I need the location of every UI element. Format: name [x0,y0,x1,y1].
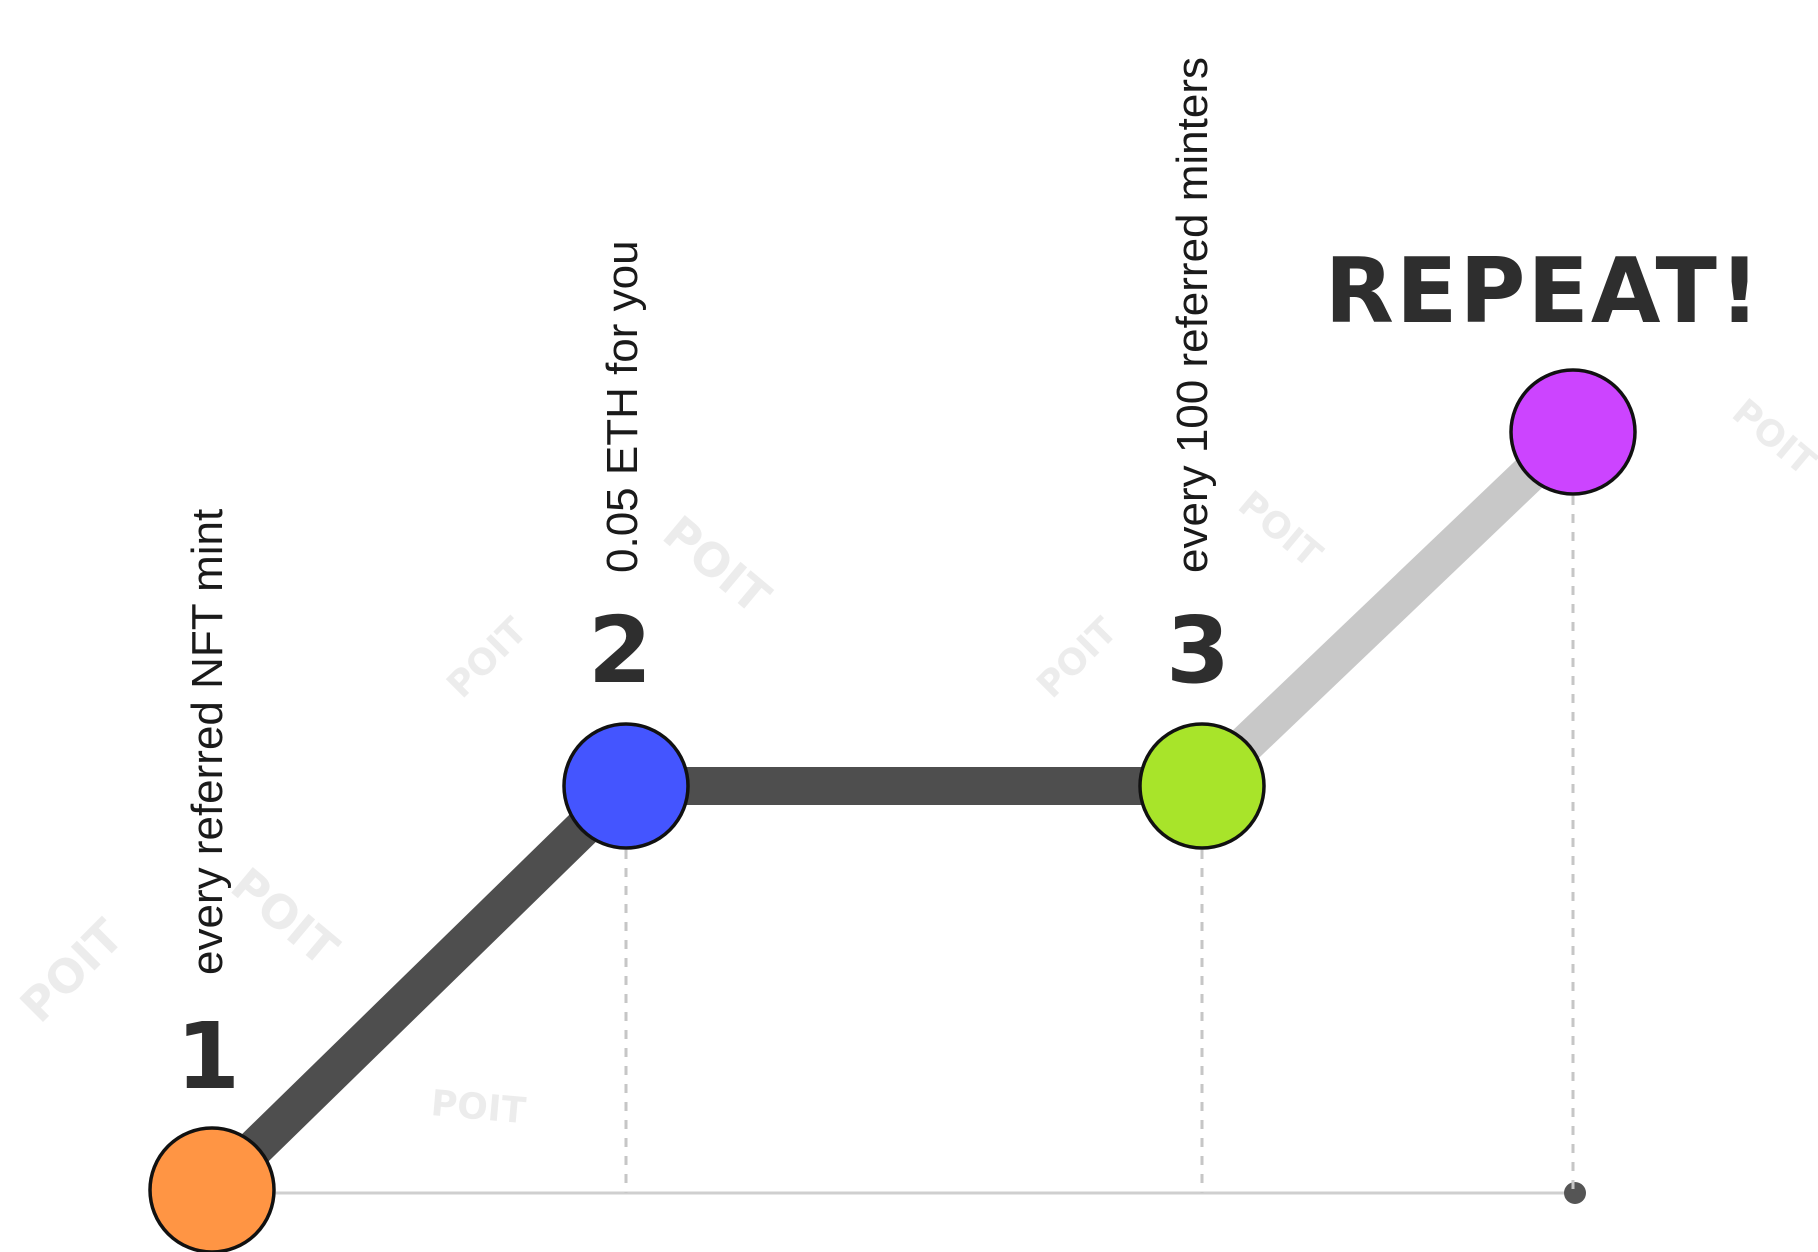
watermark: POIT [1724,391,1818,484]
step-2-caption: 0.05 ETH for you [598,240,647,573]
step-3-node [1138,722,1266,850]
step-1-caption: every referred NFT mint [183,509,232,975]
watermark: POIT [1029,610,1125,706]
step-3-number: 3 [1166,597,1230,704]
step-3-caption: every 100 referred minters [1168,57,1217,573]
step-2-node [562,722,690,850]
watermark: POIT [1230,483,1329,576]
step-1-node [148,1126,276,1252]
watermark: POIT [439,610,535,706]
watermark: POIT [221,857,349,977]
final-node [1509,368,1637,496]
path-segment-3-final [1188,418,1587,800]
watermark: POIT [429,1083,528,1132]
step-1-number: 1 [176,1003,240,1110]
step-2-number: 2 [588,597,652,704]
baseline-end-dot [1564,1182,1586,1204]
watermark: POIT [10,908,134,1032]
watermarks: POIT POIT POIT POIT POIT POIT POIT POIT [10,391,1818,1132]
path-segment-1-2 [198,772,640,1204]
watermark: POIT [653,505,781,625]
repeat-label: REPEAT! [1325,239,1762,344]
